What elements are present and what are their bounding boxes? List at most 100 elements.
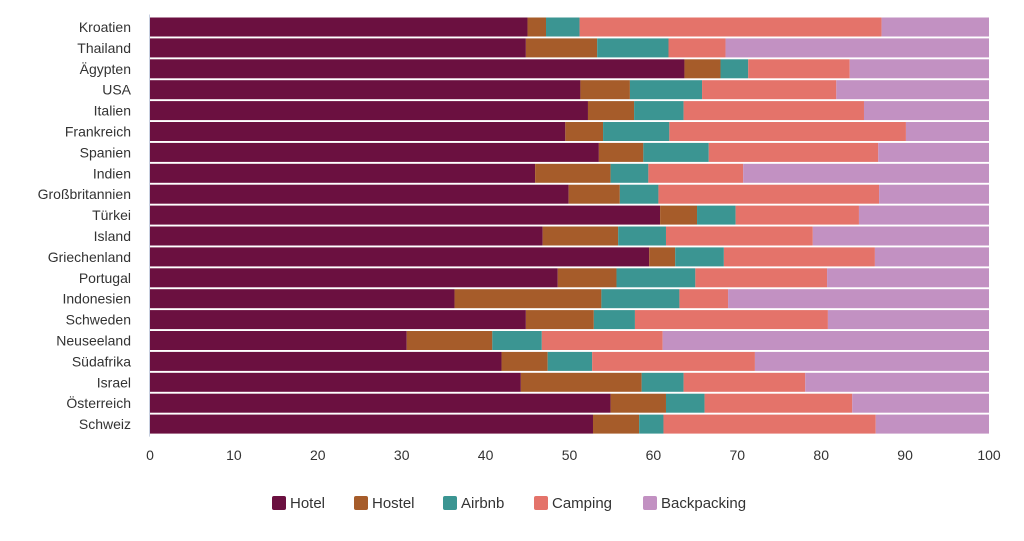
x-tick-label: 10 [226, 447, 242, 463]
bar-segment-hotel-16 [150, 331, 407, 350]
bar-segment-camping-5 [683, 101, 864, 121]
bar-segment-hostel-13 [557, 268, 617, 288]
bar-segment-airbnb-8 [610, 163, 649, 183]
legend-swatch [354, 496, 368, 510]
bar-segment-hostel-12 [649, 247, 676, 267]
bar-segment-hotel-9 [150, 184, 569, 204]
bar-segment-hotel-19 [150, 393, 611, 413]
bar-segment-camping-4 [702, 80, 837, 100]
bar-segment-airbnb-15 [593, 310, 635, 330]
bar-segment-backpacking-15 [827, 310, 989, 330]
bar-segment-hotel-6 [150, 122, 566, 141]
bar-segment-airbnb-2 [597, 38, 669, 58]
bar-segment-hotel-4 [150, 80, 581, 100]
x-tick-label: 0 [146, 447, 154, 463]
bar-segment-airbnb-9 [619, 184, 659, 204]
legend-swatch [443, 496, 457, 510]
category-label: Neuseeland [56, 333, 131, 349]
bar-segment-backpacking-16 [662, 331, 989, 350]
bar-segment-backpacking-18 [805, 372, 989, 392]
legend-item-hotel[interactable]: Hotel [272, 495, 325, 512]
category-label: Schweiz [79, 416, 131, 432]
x-tick-label: 50 [562, 447, 578, 463]
bar-segment-backpacking-3 [849, 59, 989, 79]
bar-segment-camping-10 [735, 205, 859, 225]
bar-segment-hostel-1 [527, 17, 547, 37]
bar-segment-camping-8 [648, 163, 744, 183]
category-label: Israel [97, 374, 131, 390]
legend-item-camping[interactable]: Camping [534, 495, 612, 512]
bar-segment-backpacking-2 [725, 38, 989, 58]
category-label: Schweden [66, 312, 131, 328]
bar-segment-airbnb-13 [616, 268, 696, 288]
bar-segment-airbnb-7 [643, 142, 709, 162]
category-label: Frankreich [65, 124, 131, 140]
legend-item-airbnb[interactable]: Airbnb [443, 495, 504, 512]
x-tick-label: 100 [977, 447, 1001, 463]
x-tick-label: 70 [730, 447, 746, 463]
bar-segment-hotel-8 [150, 163, 536, 183]
bar-segment-camping-19 [704, 393, 853, 413]
legend-item-backpacking[interactable]: Backpacking [643, 495, 746, 512]
bar-segment-camping-1 [579, 17, 882, 37]
bar-segment-camping-12 [723, 247, 875, 267]
x-tick-label: 40 [478, 447, 494, 463]
bar-segment-camping-17 [592, 351, 755, 371]
category-label: Portugal [79, 270, 131, 286]
legend-swatch [643, 496, 657, 510]
bar-segment-backpacking-20 [875, 414, 989, 434]
category-labels: Kroatien Thailand Ägypten USA Italien Frankre… [38, 19, 132, 432]
bar-segment-airbnb-10 [697, 205, 736, 225]
bar-segment-backpacking-5 [863, 101, 989, 121]
bar-segment-hostel-20 [592, 414, 640, 434]
category-label: Südafrika [72, 353, 131, 369]
bar-segment-backpacking-12 [874, 247, 989, 267]
bar-segment-hotel-13 [150, 268, 558, 288]
bar-segment-hostel-17 [501, 351, 548, 371]
legend-label: Camping [552, 495, 612, 512]
bar-segment-camping-18 [683, 372, 806, 392]
bar-segment-camping-20 [663, 414, 876, 434]
bar-segment-hostel-15 [525, 310, 594, 330]
bar-segment-hostel-9 [568, 184, 620, 204]
bar-segment-hotel-14 [150, 289, 455, 309]
category-label: Indien [93, 165, 131, 181]
bar-segment-backpacking-13 [827, 268, 989, 288]
legend: Hotel Hostel Airbnb Camping Backpacking [272, 495, 746, 512]
category-label: Österreich [66, 394, 131, 411]
bar-segment-hotel-17 [150, 351, 502, 371]
legend-label: Backpacking [661, 495, 746, 512]
bar-segment-hostel-14 [454, 289, 602, 309]
bar-segment-hotel-15 [150, 310, 526, 330]
x-tick-labels: 0 10 20 30 40 50 60 70 80 90 100 [146, 447, 1001, 463]
legend-item-hostel[interactable]: Hostel [354, 495, 415, 512]
bar-segment-hostel-8 [535, 163, 611, 183]
bar-segment-hostel-16 [406, 331, 493, 350]
bar-segment-airbnb-20 [639, 414, 664, 434]
bar-segment-hotel-11 [150, 226, 543, 246]
bar-segment-hostel-5 [587, 101, 635, 121]
bar-segment-camping-14 [679, 289, 729, 309]
bar-segment-backpacking-14 [728, 289, 989, 309]
bar-segment-backpacking-10 [858, 205, 989, 225]
bar-segment-backpacking-17 [754, 351, 989, 371]
bar-segment-hotel-10 [150, 205, 661, 225]
bar-segment-hostel-18 [520, 372, 642, 392]
bar-segment-camping-15 [634, 310, 828, 330]
bar-segment-camping-13 [695, 268, 828, 288]
bar-segment-backpacking-9 [879, 184, 989, 204]
bar-segment-airbnb-3 [720, 59, 749, 79]
category-label: Italien [94, 103, 131, 119]
category-label: Türkei [92, 207, 131, 223]
category-label: Thailand [77, 40, 131, 56]
category-label: Island [94, 228, 131, 244]
bar-segment-airbnb-19 [665, 393, 705, 413]
bar-segment-backpacking-7 [878, 142, 989, 162]
bar-segment-airbnb-17 [547, 351, 593, 371]
bar-segment-airbnb-4 [629, 80, 703, 100]
bar-segment-hotel-5 [150, 101, 588, 121]
bar-segment-airbnb-5 [634, 101, 684, 121]
bar-segment-hotel-1 [150, 17, 528, 37]
bar-segment-hostel-7 [598, 142, 644, 162]
